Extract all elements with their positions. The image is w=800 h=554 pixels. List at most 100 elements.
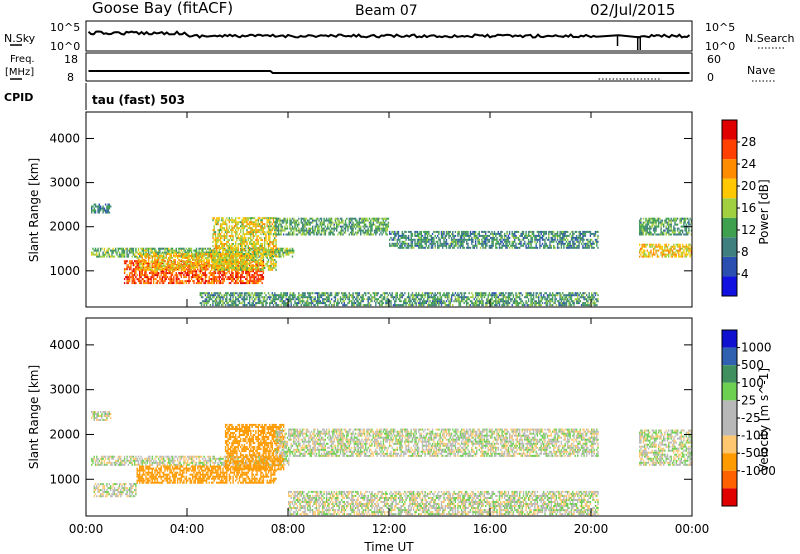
echo-cell xyxy=(124,254,125,256)
echo-cell xyxy=(145,248,146,250)
echo-cell xyxy=(327,294,328,296)
echo-cell xyxy=(590,231,591,233)
echo-cell xyxy=(143,280,144,282)
echo-cell xyxy=(427,241,428,243)
echo-cell xyxy=(260,276,261,278)
echo-cell xyxy=(534,237,535,239)
echo-cell xyxy=(177,278,178,280)
echo-cell xyxy=(360,226,361,228)
echo-cell xyxy=(224,257,225,259)
echo-cell xyxy=(397,243,398,245)
echo-cell xyxy=(212,261,213,263)
echo-cell xyxy=(169,259,170,261)
echo-cell xyxy=(210,282,211,284)
echo-cell xyxy=(153,276,154,278)
echo-cell xyxy=(278,232,279,234)
echo-cell xyxy=(150,282,151,284)
echo-cell xyxy=(272,227,273,229)
echo-cell xyxy=(161,278,162,280)
echo-cell xyxy=(150,280,151,282)
echo-cell xyxy=(139,272,140,274)
echo-cell xyxy=(412,243,413,245)
echo-cell xyxy=(244,245,245,247)
echo-cell xyxy=(220,259,221,261)
echo-cell xyxy=(245,263,246,265)
echo-cell xyxy=(135,252,136,254)
echo-cell xyxy=(99,212,100,214)
echo-cell xyxy=(234,221,235,223)
echo-cell xyxy=(159,255,160,257)
echo-cell xyxy=(256,278,257,280)
echo-cell xyxy=(291,252,292,254)
echo-cell xyxy=(301,222,302,224)
echo-cell xyxy=(298,222,299,224)
echo-cell xyxy=(273,247,274,249)
echo-cell xyxy=(203,253,204,255)
echo-cell xyxy=(263,249,264,251)
echo-cell xyxy=(241,294,242,296)
echo-cell xyxy=(212,280,213,282)
echo-cell xyxy=(441,237,442,239)
echo-cell xyxy=(206,267,207,269)
echo-cell xyxy=(426,233,427,235)
echo-cell xyxy=(342,226,343,228)
echo-cell xyxy=(279,296,280,298)
echo-cell xyxy=(336,228,337,230)
echo-cell xyxy=(162,255,163,257)
echo-cell xyxy=(152,257,153,259)
echo-cell xyxy=(471,241,472,243)
echo-cell xyxy=(291,304,292,306)
echo-cell xyxy=(464,239,465,241)
echo-cell xyxy=(181,280,182,282)
echo-cell xyxy=(419,231,420,233)
echo-cell xyxy=(361,298,362,300)
echo-cell xyxy=(529,243,530,245)
echo-cell xyxy=(256,264,257,266)
echo-cell xyxy=(287,220,288,222)
echo-cell xyxy=(225,269,226,271)
echo-cell xyxy=(220,296,221,298)
echo-cell xyxy=(283,292,284,294)
echo-cell xyxy=(241,245,242,247)
echo-cell xyxy=(356,292,357,294)
echo-cell xyxy=(522,233,523,235)
echo-cell xyxy=(302,296,303,298)
echo-cell xyxy=(543,245,544,247)
echo-cell xyxy=(267,223,268,225)
echo-cell xyxy=(173,250,174,252)
echo-cell xyxy=(477,243,478,245)
echo-cell xyxy=(219,250,220,252)
echo-cell xyxy=(161,272,162,274)
echo-cell xyxy=(561,241,562,243)
echo-cell xyxy=(484,237,485,239)
echo-cell xyxy=(150,272,151,274)
echo-cell xyxy=(287,228,288,230)
echo-cell xyxy=(186,274,187,276)
echo-cell xyxy=(163,276,164,278)
echo-cell xyxy=(251,221,252,223)
echo-cell xyxy=(370,232,371,234)
echo-cell xyxy=(554,235,555,237)
echo-cell xyxy=(251,239,252,241)
echo-cell xyxy=(350,222,351,224)
echo-cell xyxy=(274,263,275,265)
echo-cell xyxy=(395,233,396,235)
echo-cell xyxy=(341,232,342,234)
echo-cell xyxy=(241,302,242,304)
echo-cell xyxy=(409,245,410,247)
echo-cell xyxy=(182,267,183,269)
echo-cell xyxy=(385,228,386,230)
echo-cell xyxy=(188,278,189,280)
echo-cell xyxy=(519,243,520,245)
echo-cell xyxy=(260,292,261,294)
echo-cell xyxy=(457,233,458,235)
echo-cell xyxy=(248,231,249,233)
echo-cell xyxy=(157,280,158,282)
echo-cell xyxy=(143,282,144,284)
echo-cell xyxy=(431,247,432,249)
echo-cell xyxy=(357,222,358,224)
echo-cell xyxy=(238,274,239,276)
echo-cell xyxy=(249,263,250,265)
echo-cell xyxy=(552,233,553,235)
echo-cell xyxy=(140,276,141,278)
